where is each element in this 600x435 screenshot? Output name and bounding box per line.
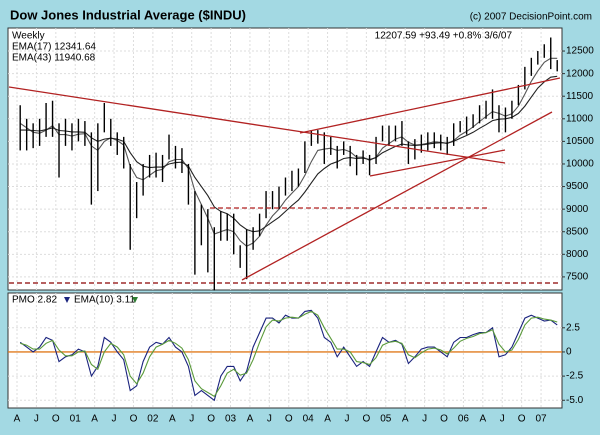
chart-title: Dow Jones Industrial Average ($INDU) (10, 7, 246, 22)
x-tick-label: J (267, 414, 272, 425)
period: Weekly (12, 31, 45, 42)
x-tick-label: O (130, 414, 138, 425)
x-tick-label: J (344, 414, 349, 425)
y-tick-label: 9500 (566, 181, 589, 192)
series-line (19, 309, 558, 402)
series-line (20, 75, 558, 233)
x-tick-label: O (52, 414, 60, 425)
x-tick-label: O (207, 414, 215, 425)
x-tick-label: O (518, 414, 526, 425)
x-tick-label: A (91, 414, 98, 425)
x-tick-label: 05 (380, 414, 392, 425)
x-tick-label: 06 (458, 414, 470, 425)
x-tick-label: J (112, 414, 117, 425)
y-tick-label: 11500 (566, 91, 594, 102)
y-tick-label: 9000 (566, 204, 589, 215)
trendline (299, 77, 561, 134)
y-tick-label: 0 (566, 347, 572, 358)
y-tick-label: 8000 (566, 249, 589, 260)
y-tick-label: 11000 (566, 113, 594, 124)
grid (8, 28, 562, 408)
x-tick-label: 02 (147, 414, 159, 425)
legend-entry: EMA(17) 12341.64 (12, 42, 96, 53)
y-tick-label: 8500 (566, 226, 589, 237)
quote: 12207.59 +93.49 +0.8% 3/6/07 (375, 31, 513, 42)
x-tick-label: O (362, 414, 370, 425)
pmo-panel (7, 292, 563, 409)
y-tick-label: -2.5 (566, 371, 584, 382)
y-tick-label: 12500 (566, 46, 594, 57)
series-line (20, 310, 558, 398)
y-tick-label: 10500 (566, 136, 594, 147)
x-tick-label: A (324, 414, 331, 425)
x-tick-label: 01 (70, 414, 82, 425)
y-tick-label: 2.5 (566, 322, 580, 333)
y-tick-label: 12000 (566, 68, 594, 79)
marks (19, 37, 558, 402)
price-panel (7, 27, 563, 291)
trendline (241, 111, 553, 281)
down-arrow (132, 297, 138, 303)
x-tick-label: A (169, 414, 176, 425)
x-tick-label: A (14, 414, 21, 425)
legend-entry: EMA(10) 3.11 (74, 295, 135, 306)
x-tick-label: J (422, 414, 427, 425)
x-tick-label: J (500, 414, 505, 425)
x-tick-label: 03 (225, 414, 237, 425)
trendline (8, 86, 506, 164)
y-tick-label: -5.0 (566, 395, 584, 406)
x-tick-label: O (285, 414, 293, 425)
y-tick-label: 10000 (566, 159, 594, 170)
x-tick-label: A (480, 414, 487, 425)
trendline (369, 149, 506, 177)
credit: (c) 2007 DecisionPoint.com (470, 12, 592, 23)
x-tick-label: 07 (536, 414, 548, 425)
x-tick-label: A (402, 414, 409, 425)
annotations (8, 77, 561, 284)
y-tick-label: 7500 (566, 272, 589, 283)
x-tick-label: J (189, 414, 194, 425)
legend-entry: PMO 2.82 (12, 295, 57, 306)
x-tick-label: J (34, 414, 39, 425)
legend-entry: EMA(43) 11940.68 (12, 53, 96, 64)
x-tick-label: A (247, 414, 254, 425)
x-tick-label: O (440, 414, 448, 425)
down-arrow (64, 297, 70, 303)
x-tick-label: 04 (303, 414, 315, 425)
